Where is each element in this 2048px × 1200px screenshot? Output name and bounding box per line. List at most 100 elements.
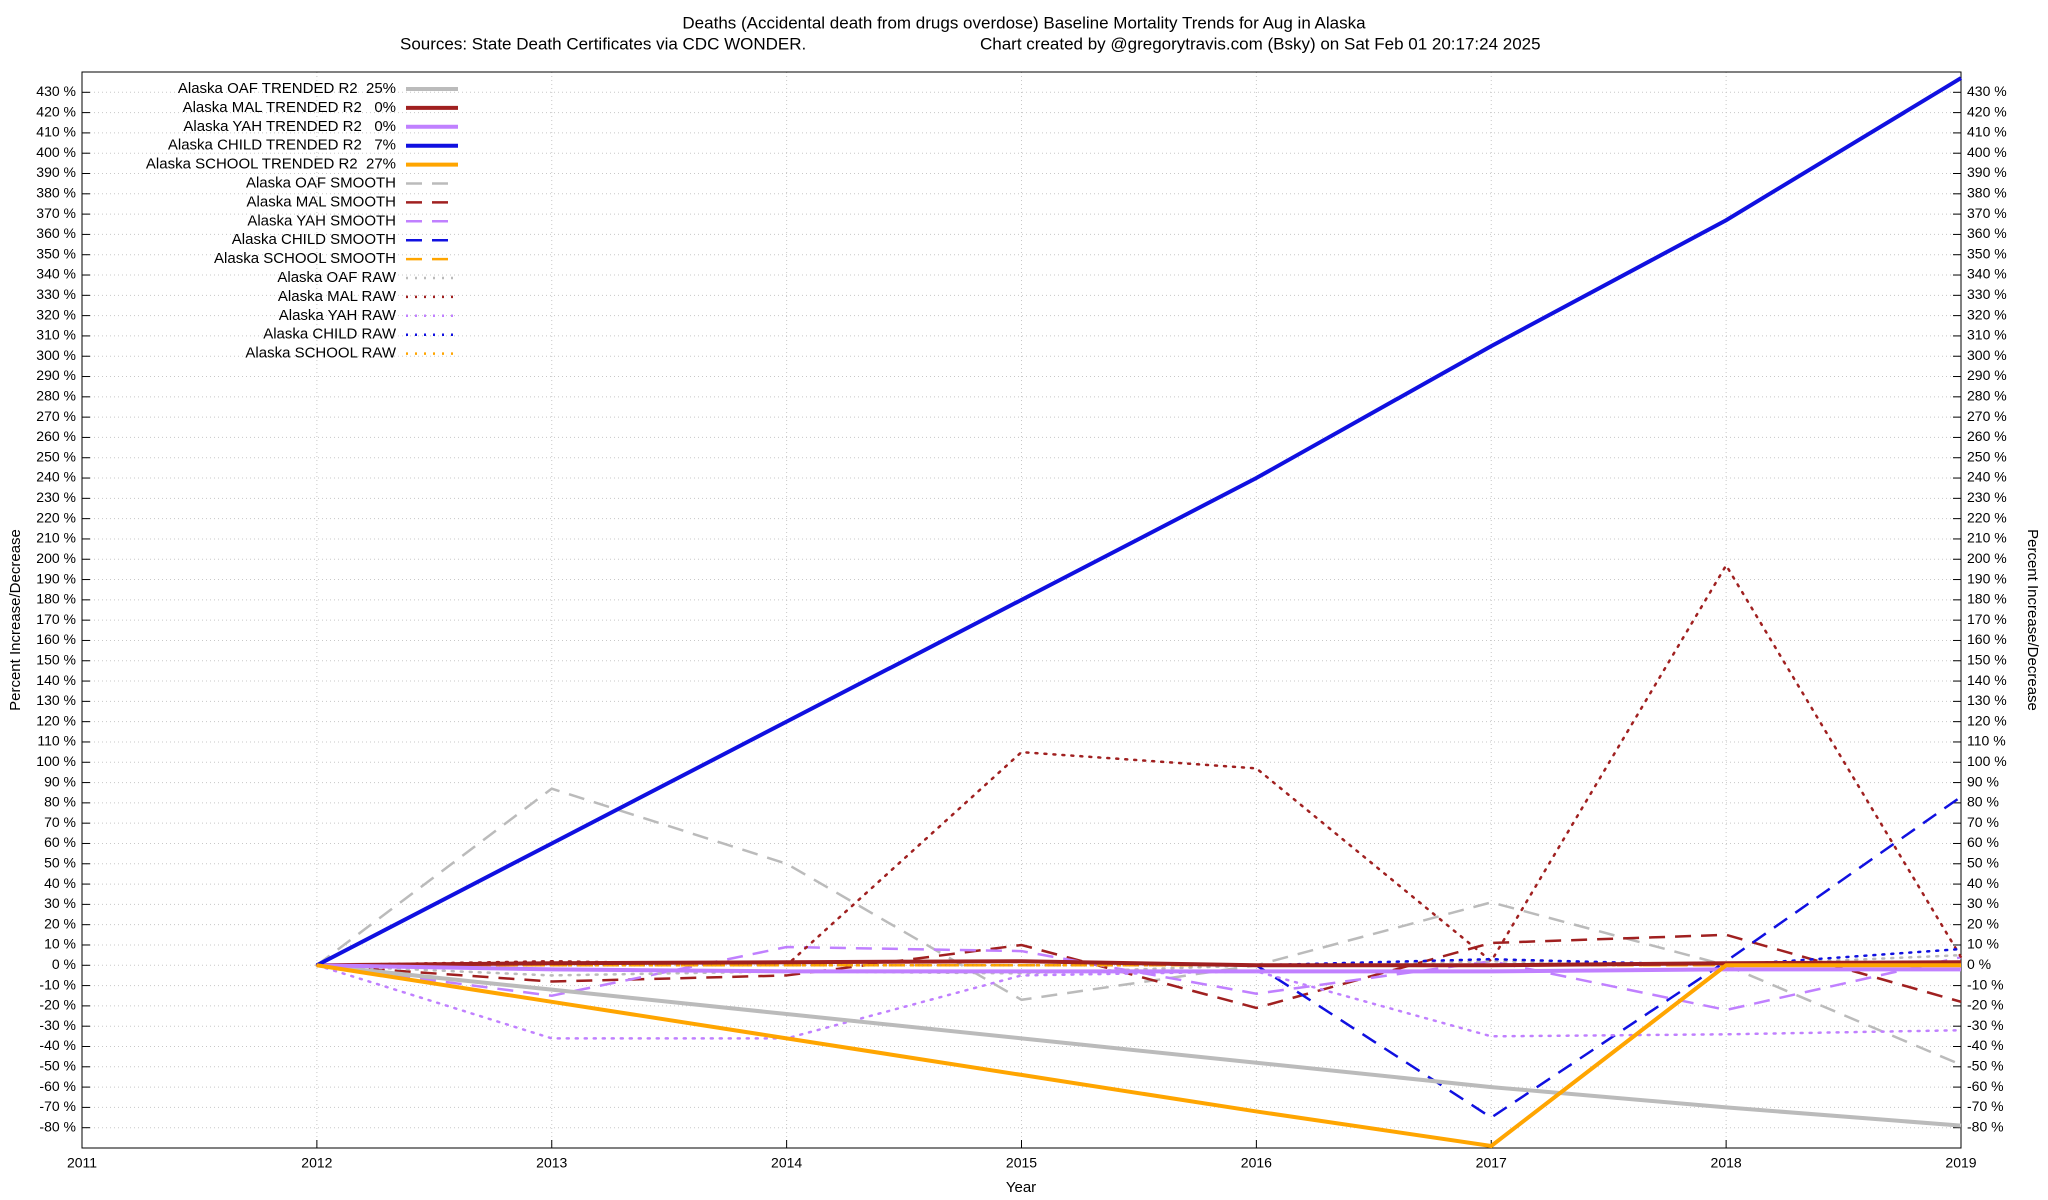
y-tick-label: 130 %: [36, 692, 76, 708]
y2-tick-label: -20 %: [1967, 997, 2004, 1013]
series-line: [316, 963, 1961, 974]
x-tick-label: 2017: [1476, 1155, 1507, 1171]
y-tick-label: 430 %: [36, 83, 76, 99]
y2-tick-label: 190 %: [1967, 570, 2007, 586]
legend-label: Alaska OAF SMOOTH: [246, 174, 396, 191]
y-tick-label: 60 %: [44, 834, 76, 850]
y2-tick-label: 280 %: [1967, 388, 2007, 404]
y2-tick-label: 420 %: [1967, 103, 2007, 119]
y2-tick-label: 400 %: [1967, 144, 2007, 160]
y2-tick-label: 30 %: [1967, 895, 1999, 911]
y2-tick-label: 90 %: [1967, 773, 1999, 789]
y-tick-label: -20 %: [39, 997, 76, 1013]
legend-label: Alaska MAL TRENDED R2 0%: [183, 99, 396, 116]
y-tick-label: 10 %: [44, 936, 76, 952]
y-tick-label: 100 %: [36, 753, 76, 769]
y2-tick-label: 320 %: [1967, 306, 2007, 322]
chart-credit: Chart created by @gregorytravis.com (Bsk…: [980, 34, 1541, 53]
y-tick-label: 420 %: [36, 103, 76, 119]
y2-tick-label: 70 %: [1967, 814, 1999, 830]
series-line: [316, 945, 1962, 1012]
series-line: [315, 76, 1963, 968]
y-axis-title: Percent Increase/Decrease: [7, 529, 24, 711]
y-tick-label: 320 %: [36, 306, 76, 322]
y-tick-label: 90 %: [44, 773, 76, 789]
x-tick-label: 2019: [1945, 1155, 1976, 1171]
y2-tick-label: -30 %: [1967, 1017, 2004, 1033]
y2-tick-label: 260 %: [1967, 428, 2007, 444]
y-tick-label: -50 %: [39, 1057, 76, 1073]
series-line: [316, 795, 1962, 1120]
y2-tick-label: 390 %: [1967, 164, 2007, 180]
y-tick-label: 290 %: [36, 367, 76, 383]
y2-tick-label: 250 %: [1967, 448, 2007, 464]
y2-tick-label: 0 %: [1967, 956, 1991, 972]
series-line: [315, 562, 1963, 967]
y-tick-label: 240 %: [36, 469, 76, 485]
y-tick-label: -80 %: [39, 1118, 76, 1134]
y2-tick-label: -70 %: [1967, 1098, 2004, 1114]
x-tick-label: 2015: [1006, 1155, 1037, 1171]
legend-label: Alaska MAL RAW: [278, 288, 397, 305]
y-tick-label: 380 %: [36, 185, 76, 201]
y2-tick-label: 50 %: [1967, 854, 1999, 870]
legend-label: Alaska OAF TRENDED R2 25%: [178, 80, 396, 97]
y-tick-label: 170 %: [36, 611, 76, 627]
y2-tick-label: -40 %: [1967, 1037, 2004, 1053]
y2-tick-label: 290 %: [1967, 367, 2007, 383]
y-tick-label: -70 %: [39, 1098, 76, 1114]
y-tick-label: 190 %: [36, 570, 76, 586]
y-tick-label: 330 %: [36, 286, 76, 302]
y-tick-label: 80 %: [44, 794, 76, 810]
y2-tick-label: 370 %: [1967, 205, 2007, 221]
chart-title: Deaths (Accidental death from drugs over…: [682, 13, 1366, 32]
legend-label: Alaska OAF RAW: [277, 269, 396, 286]
y2-tick-label: 200 %: [1967, 550, 2007, 566]
y2-tick-label: -50 %: [1967, 1057, 2004, 1073]
legend-label: Alaska YAH TRENDED R2 0%: [183, 118, 396, 135]
legend-label: Alaska CHILD SMOOTH: [232, 231, 396, 248]
y2-tick-label: 350 %: [1967, 245, 2007, 261]
legend-label: Alaska SCHOOL SMOOTH: [214, 250, 396, 267]
y2-tick-label: 220 %: [1967, 509, 2007, 525]
y2-tick-label: 210 %: [1967, 530, 2007, 546]
y2-tick-label: -60 %: [1967, 1078, 2004, 1094]
y2-tick-label: 230 %: [1967, 489, 2007, 505]
y-tick-label: 410 %: [36, 124, 76, 140]
y2-tick-label: 100 %: [1967, 753, 2007, 769]
y2-tick-label: 330 %: [1967, 286, 2007, 302]
y-tick-label: -40 %: [39, 1037, 76, 1053]
y2-tick-label: 20 %: [1967, 915, 1999, 931]
y2-tick-label: 310 %: [1967, 327, 2007, 343]
y-tick-label: 120 %: [36, 712, 76, 728]
y-tick-label: -60 %: [39, 1078, 76, 1094]
y2-tick-label: 10 %: [1967, 936, 1999, 952]
y-tick-label: 30 %: [44, 895, 76, 911]
y-tick-label: 280 %: [36, 388, 76, 404]
legend-label: Alaska YAH RAW: [279, 307, 397, 324]
y2-tick-label: 170 %: [1967, 611, 2007, 627]
x-tick-label: 2011: [67, 1155, 97, 1171]
y2-tick-label: 130 %: [1967, 692, 2007, 708]
x-tick-label: 2013: [536, 1155, 567, 1171]
y2-tick-label: -10 %: [1967, 976, 2004, 992]
y-tick-label: 140 %: [36, 672, 76, 688]
y-tick-label: 40 %: [44, 875, 76, 891]
y-tick-label: 220 %: [36, 509, 76, 525]
legend-label: Alaska MAL SMOOTH: [247, 193, 396, 210]
y-tick-label: 350 %: [36, 245, 76, 261]
y-tick-label: 0 %: [52, 956, 76, 972]
y2-tick-label: 270 %: [1967, 408, 2007, 424]
y2-tick-label: 380 %: [1967, 185, 2007, 201]
y-tick-label: 150 %: [36, 651, 76, 667]
y-tick-label: 370 %: [36, 205, 76, 221]
y2-tick-label: 410 %: [1967, 124, 2007, 140]
x-axis-title: Year: [1006, 1179, 1036, 1196]
y2-tick-label: -80 %: [1967, 1118, 2004, 1134]
y-tick-label: 250 %: [36, 448, 76, 464]
y-tick-label: 270 %: [36, 408, 76, 424]
y2-tick-label: 140 %: [1967, 672, 2007, 688]
y-tick-label: 300 %: [36, 347, 76, 363]
y-tick-label: 310 %: [36, 327, 76, 343]
x-tick-label: 2018: [1711, 1155, 1742, 1171]
